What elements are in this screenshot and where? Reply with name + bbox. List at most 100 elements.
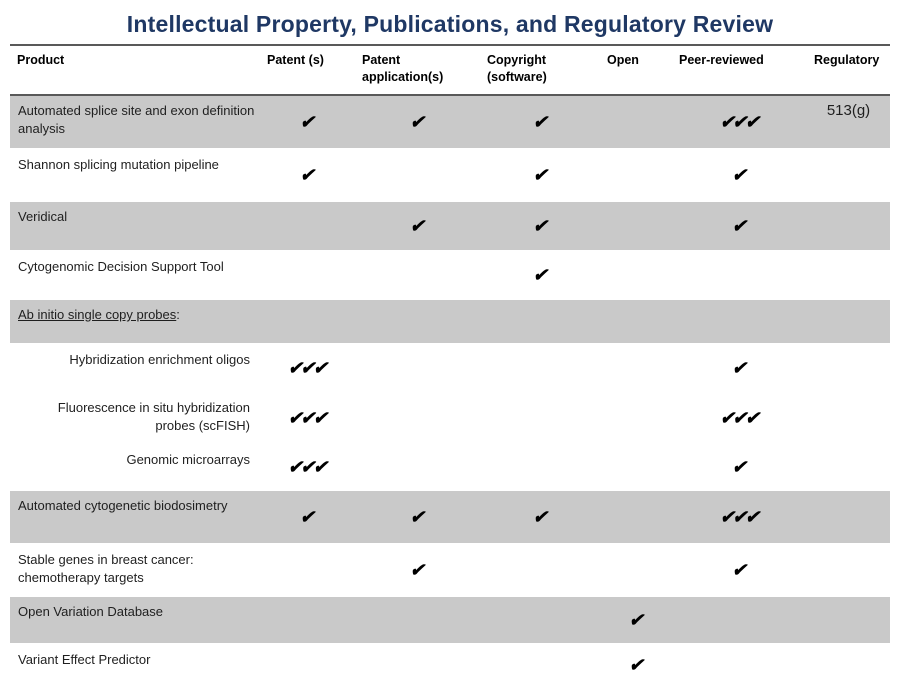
patent-application-checks [355,252,480,298]
regulatory-cell [807,393,890,443]
peer-reviewed-checks: ✔ [672,202,807,250]
open-checks [600,300,672,343]
peer-reviewed-checks [672,597,807,643]
check-mark-icon: ✔ [299,111,317,132]
column-header-peer-reviewed: Peer-reviewed [679,53,764,67]
copyright-checks [480,645,600,685]
patent-application-checks: ✔ [355,96,480,148]
open-checks [600,96,672,148]
check-mark-icon: ✔ [299,506,317,527]
patent-application-checks [355,300,480,343]
patent-application-checks [355,345,480,391]
copyright-checks: ✔ [480,491,600,543]
regulatory-cell [807,597,890,643]
open-checks: ✔ [600,645,672,685]
copyright-checks [480,393,600,443]
copyright-checks: ✔ [480,150,600,200]
table-row: Veridical ✔ ✔ ✔ [10,202,890,252]
ip-review-table: Product Patent (s) Patent application(s)… [10,44,890,687]
open-checks [600,150,672,200]
product-cell: Veridical [18,209,68,224]
patent-checks: ✔✔✔ [260,345,355,391]
check-mark-icon: ✔ [531,111,549,132]
check-mark-icon: ✔ [731,559,749,580]
peer-reviewed-checks: ✔✔✔ [672,491,807,543]
table-row: Automated splice site and exon definitio… [10,96,890,150]
check-mark-icon: ✔ [731,164,749,185]
product-cell: Automated splice site and exon definitio… [18,103,255,136]
check-mark-icon: ✔✔✔ [286,357,329,378]
regulatory-cell [807,491,890,543]
table-row: Fluorescence in situ hybridization probe… [10,393,890,445]
patent-checks: ✔ [260,150,355,200]
patent-application-checks: ✔ [355,202,480,250]
patent-application-checks [355,393,480,443]
regulatory-cell [807,545,890,595]
regulatory-cell [807,300,890,343]
copyright-checks: ✔ [480,202,600,250]
product-cell: Stable genes in breast cancer: chemother… [18,552,194,585]
table-row: Automated cytogenetic biodosimetry ✔ ✔ ✔… [10,491,890,545]
product-cell: Fluorescence in situ hybridization probe… [57,400,250,433]
copyright-checks: ✔ [480,96,600,148]
regulatory-cell [807,150,890,200]
check-mark-icon: ✔ [531,264,549,285]
product-cell: Open Variation Database [18,604,164,619]
check-mark-icon: ✔ [731,456,749,477]
check-mark-icon: ✔ [409,111,427,132]
patent-application-checks [355,645,480,685]
open-checks [600,545,672,595]
check-mark-icon: ✔✔✔ [718,506,761,527]
check-mark-icon: ✔ [627,654,645,675]
product-cell: Ab initio single copy probes: [10,300,260,343]
regulatory-cell [807,645,890,685]
patent-checks: ✔✔✔ [260,393,355,443]
check-mark-icon: ✔ [731,357,749,378]
check-mark-icon: ✔ [731,215,749,236]
page-title: Intellectual Property, Publications, and… [126,11,774,37]
peer-reviewed-checks [672,300,807,343]
table-row: Shannon splicing mutation pipeline ✔ ✔ ✔ [10,150,890,202]
regulatory-cell [807,202,890,250]
patent-checks: ✔✔✔ [260,445,355,489]
table-row: Variant Effect Predictor ✔ [10,645,890,687]
check-mark-icon: ✔ [409,559,427,580]
table-body: Automated splice site and exon definitio… [10,96,890,687]
copyright-checks: ✔ [480,252,600,298]
check-mark-icon: ✔ [409,215,427,236]
column-header-patents: Patent (s) [267,53,324,67]
peer-reviewed-checks: ✔✔✔ [672,393,807,443]
patent-application-checks [355,597,480,643]
check-mark-icon: ✔✔✔ [286,456,329,477]
open-checks [600,252,672,298]
section-label-suffix: : [176,307,180,322]
product-cell: Shannon splicing mutation pipeline [18,157,219,172]
check-mark-icon: ✔✔✔ [286,407,329,428]
table-row: Genomic microarrays ✔✔✔ ✔ [10,445,890,491]
product-cell: Variant Effect Predictor [18,652,151,667]
peer-reviewed-checks: ✔ [672,150,807,200]
patent-application-checks: ✔ [355,491,480,543]
table-row-section-header: Ab initio single copy probes: [10,300,890,345]
peer-reviewed-checks [672,645,807,685]
product-cell: Cytogenomic Decision Support Tool [18,259,224,274]
check-mark-icon: ✔ [409,506,427,527]
peer-reviewed-checks: ✔ [672,345,807,391]
table-header-row: Product Patent (s) Patent application(s)… [10,46,890,96]
peer-reviewed-checks: ✔ [672,545,807,595]
column-header-open: Open [607,53,639,67]
peer-reviewed-checks [672,252,807,298]
open-checks: ✔ [600,597,672,643]
check-mark-icon: ✔ [531,506,549,527]
check-mark-icon: ✔ [531,215,549,236]
patent-checks [260,300,355,343]
patent-application-checks: ✔ [355,545,480,595]
patent-checks: ✔ [260,491,355,543]
copyright-checks [480,445,600,489]
product-cell: Genomic microarrays [126,452,250,467]
column-header-copyright: Copyright (software) [487,53,547,84]
open-checks [600,491,672,543]
patent-application-checks [355,445,480,489]
open-checks [600,345,672,391]
patent-application-checks [355,150,480,200]
